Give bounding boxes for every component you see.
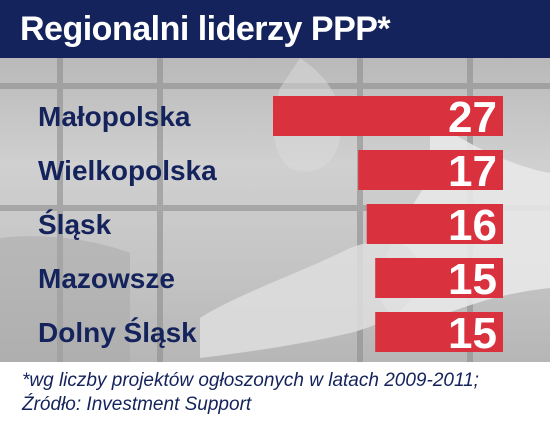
- footnote-area: *wg liczby projektów ogłoszonych w latac…: [0, 362, 550, 432]
- category-label: Mazowsze: [38, 263, 175, 294]
- category-label: Małopolska: [38, 101, 191, 132]
- value-label: 15: [448, 309, 497, 358]
- value-label: 15: [448, 255, 497, 304]
- value-label: 27: [448, 93, 497, 142]
- bar-1: [273, 96, 503, 136]
- category-label: Wielkopolska: [38, 155, 217, 186]
- chart-title: Regionalni liderzy PPP*: [20, 10, 391, 48]
- source-text: Źródło: Investment Support: [22, 394, 252, 415]
- category-label: Dolny Śląsk: [38, 317, 197, 348]
- bar-3: [366, 204, 503, 244]
- category-label: Śląsk: [38, 209, 112, 240]
- header-band: Regionalni liderzy PPP*: [0, 0, 550, 58]
- value-label: 17: [448, 147, 497, 196]
- footnote-text: *wg liczby projektów ogłoszonych w latac…: [22, 370, 479, 391]
- bar-5: [375, 312, 503, 352]
- bar-2: [358, 150, 503, 190]
- bar-4: [375, 258, 503, 298]
- value-label: 16: [448, 201, 497, 250]
- bar-chart: Małopolska 27 Wielkopolska 17 Śląsk 16 Mazowsz…: [38, 93, 503, 358]
